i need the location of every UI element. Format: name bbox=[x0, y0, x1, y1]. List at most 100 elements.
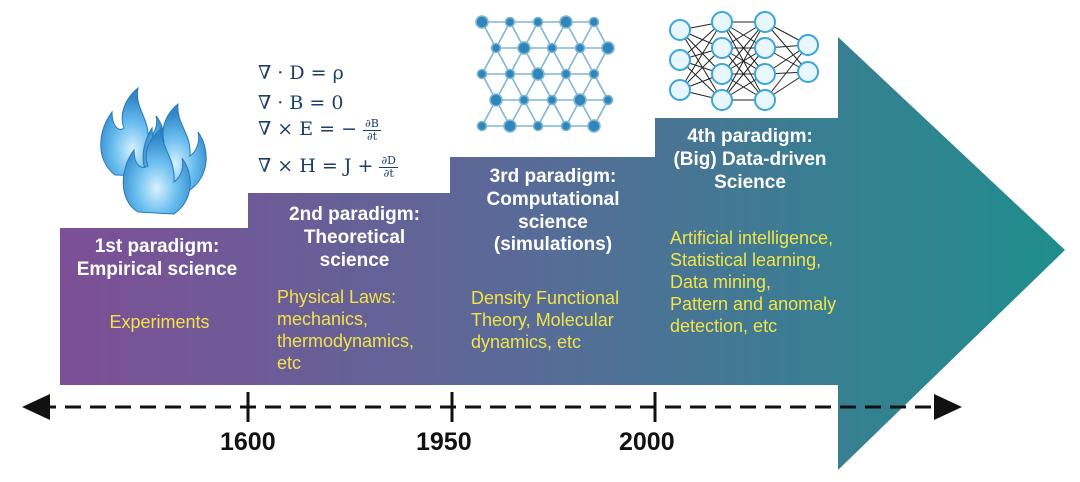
paradigm-3-detail: Density Functional Theory, Molecular dyn… bbox=[471, 288, 651, 354]
lattice-atom bbox=[504, 68, 516, 80]
network-node bbox=[711, 37, 733, 59]
paradigm-2-title: 2nd paradigm: Theoretical science bbox=[262, 204, 447, 272]
network-node bbox=[797, 61, 819, 83]
staircase-arrow bbox=[60, 37, 1065, 470]
lattice-atom bbox=[476, 68, 488, 80]
paradigm-2-detail-line: mechanics, bbox=[277, 308, 369, 329]
paradigm-2-detail: Physical Laws: mechanics, thermodynamics… bbox=[277, 287, 452, 375]
paradigm-2-detail-line: Physical Laws: bbox=[277, 287, 397, 307]
lattice-atom bbox=[574, 42, 586, 54]
year-label-1950: 1950 bbox=[416, 428, 472, 456]
paradigm-2-detail-line: thermodynamics, bbox=[277, 330, 415, 351]
paradigm-2-title-line: science bbox=[319, 249, 390, 271]
paradigm-1-detail-line: Experiments bbox=[109, 312, 210, 332]
paradigm-3-detail-line: Density Functional bbox=[471, 288, 620, 308]
paradigm-3-title-line: (simulations) bbox=[493, 234, 613, 256]
paradigm-4-detail-line: Artificial intelligence, bbox=[670, 228, 834, 248]
paradigm-4-title-line: Science bbox=[714, 171, 786, 193]
lattice-atom bbox=[588, 68, 600, 80]
lattice-atom bbox=[587, 119, 601, 133]
neural-network-icon bbox=[669, 11, 819, 111]
paradigm-1-title-line: 1st paradigm: bbox=[94, 236, 220, 257]
network-node bbox=[754, 11, 776, 33]
paradigm-3-title-line: science bbox=[518, 211, 588, 233]
equation-ampere-fraction: ∂D ∂t bbox=[379, 155, 398, 179]
network-node bbox=[711, 89, 733, 111]
lattice-atom bbox=[531, 67, 545, 81]
lattice-atom bbox=[560, 120, 572, 132]
paradigm-2-title-line: Theoretical bbox=[303, 226, 406, 248]
lattice-atom bbox=[476, 120, 488, 132]
lattice-atom bbox=[588, 16, 600, 28]
paradigm-4-title-line: (Big) Data-driven bbox=[673, 148, 827, 170]
equation-gauss-electric: ∇ · D = ρ bbox=[258, 62, 344, 84]
paradigm-4-detail-line: Data mining, bbox=[670, 271, 772, 292]
network-connection bbox=[721, 21, 766, 101]
lattice-atom bbox=[475, 15, 489, 29]
lattice-atom bbox=[489, 93, 503, 107]
lattice-atom bbox=[532, 16, 544, 28]
network-node bbox=[669, 19, 691, 41]
lattice-atom bbox=[517, 41, 531, 55]
lattice-atom bbox=[559, 15, 573, 29]
lattice-atom bbox=[560, 68, 572, 80]
timeline-right-arrowhead bbox=[934, 394, 962, 420]
paradigm-1-title: 1st paradigm: Empirical science bbox=[62, 236, 252, 282]
year-label-2000: 2000 bbox=[619, 428, 675, 456]
paradigm-4-detail: Artificial intelligence, Statistical lea… bbox=[670, 228, 885, 338]
network-node bbox=[754, 37, 776, 59]
paradigm-2-detail-line: etc bbox=[277, 352, 302, 373]
paradigm-4-title: 4th paradigm: (Big) Data-driven Science bbox=[660, 126, 840, 194]
crystal-lattice-icon bbox=[475, 15, 615, 133]
equation-ampere-numerator: ∂D bbox=[379, 154, 398, 168]
lattice-atom bbox=[504, 16, 516, 28]
network-node bbox=[669, 79, 691, 101]
equation-faraday: ∇ × E = − ∂B ∂t bbox=[258, 118, 381, 142]
paradigm-3-detail-line: dynamics, etc bbox=[471, 331, 582, 352]
network-connection bbox=[679, 29, 723, 101]
paradigm-3-detail-line: Theory, Molecular bbox=[471, 309, 614, 330]
lattice-atom bbox=[532, 120, 544, 132]
network-node bbox=[669, 49, 691, 71]
equation-ampere-denominator: ∂t bbox=[383, 166, 394, 180]
lattice-atom bbox=[503, 119, 517, 133]
lattice-atom bbox=[601, 41, 615, 55]
equation-faraday-fraction: ∂B ∂t bbox=[363, 118, 381, 142]
timeline-axis bbox=[22, 392, 962, 422]
network-node bbox=[797, 34, 819, 56]
network-connection bbox=[679, 21, 723, 91]
network-node bbox=[754, 63, 776, 85]
lattice-atom bbox=[546, 42, 558, 54]
equation-faraday-numerator: ∂B bbox=[363, 117, 381, 131]
lattice-atom bbox=[518, 94, 530, 106]
paradigm-2-title-line: 2nd paradigm: bbox=[289, 204, 420, 225]
network-connection bbox=[721, 47, 766, 101]
lattice-atom bbox=[602, 94, 614, 106]
network-connection bbox=[764, 44, 809, 101]
paradigm-4-detail-line: Statistical learning, bbox=[670, 249, 822, 270]
year-label-1600: 1600 bbox=[220, 428, 276, 456]
paradigm-1-detail: Experiments bbox=[62, 312, 257, 334]
paradigm-3-title: 3rd paradigm: Computational science (sim… bbox=[458, 166, 648, 257]
paradigm-4-detail-line: detection, etc bbox=[670, 315, 778, 336]
paradigm-4-title-line: 4th paradigm: bbox=[687, 126, 813, 147]
equation-faraday-lhs: ∇ × E = − bbox=[258, 118, 358, 141]
network-node bbox=[754, 89, 776, 111]
paradigm-1-title-line: Empirical science bbox=[76, 258, 238, 280]
fire-icon bbox=[100, 86, 207, 215]
network-connection bbox=[721, 21, 766, 75]
timeline-left-arrowhead bbox=[22, 394, 50, 420]
paradigm-3-title-line: 3rd paradigm: bbox=[489, 166, 617, 187]
network-node bbox=[711, 63, 733, 85]
equation-ampere-lhs: ∇ × H = J + bbox=[258, 155, 374, 178]
lattice-atom bbox=[490, 42, 502, 54]
paradigm-4-detail-line: Pattern and anomaly bbox=[670, 293, 837, 314]
equation-gauss-magnetic: ∇ · B = 0 bbox=[258, 92, 344, 114]
lattice-atom bbox=[546, 94, 558, 106]
lattice-atom bbox=[573, 93, 587, 107]
equation-ampere: ∇ × H = J + ∂D ∂t bbox=[258, 155, 398, 179]
paradigm-3-title-line: Computational bbox=[486, 188, 620, 210]
network-node bbox=[711, 11, 733, 33]
